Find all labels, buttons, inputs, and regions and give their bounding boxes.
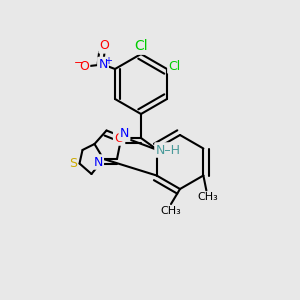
Text: N: N [93,155,103,169]
Text: CH₃: CH₃ [160,206,182,216]
Text: +: + [104,56,112,66]
Text: −: − [74,58,83,68]
Text: N–H: N–H [155,143,181,157]
Text: Cl: Cl [134,40,148,53]
Text: O: O [100,39,110,52]
Text: Cl: Cl [168,59,181,73]
Text: N: N [120,127,129,140]
Text: O: O [114,131,124,145]
Text: O: O [79,59,89,73]
Text: N: N [98,58,108,71]
Text: CH₃: CH₃ [197,192,218,202]
Text: S: S [69,157,77,170]
